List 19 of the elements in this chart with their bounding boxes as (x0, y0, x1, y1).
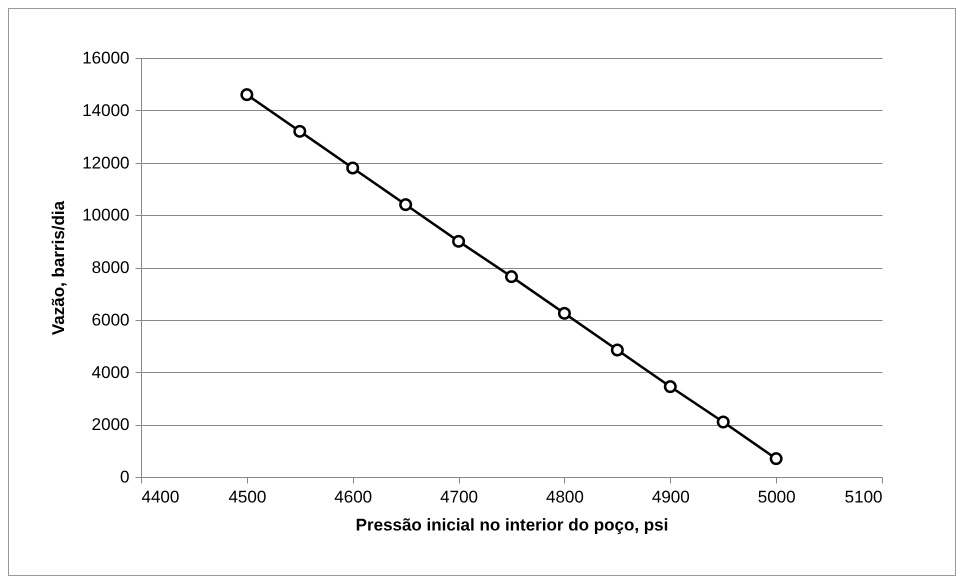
y-tick-label: 8000 (92, 258, 130, 277)
y-tick-label: 0 (120, 468, 130, 486)
y-tick-label: 6000 (92, 310, 130, 330)
y-tick-label: 2000 (92, 415, 130, 434)
x-tick-label: 4400 (142, 488, 180, 506)
y-tick-label: 10000 (82, 206, 130, 225)
y-tick-label: 12000 (82, 153, 130, 172)
y-tick-label: 4000 (92, 362, 130, 382)
x-axis-title: Pressão inicial no interior do poço, psi (356, 516, 668, 534)
x-tick-label: 4900 (652, 488, 690, 506)
x-tick-label: 5100 (844, 488, 882, 506)
x-tick-label: 5000 (758, 488, 796, 506)
x-tick-label: 4800 (546, 488, 584, 506)
x-tick-label: 4500 (228, 488, 266, 506)
x-tick-label: 4700 (440, 488, 478, 506)
y-tick-label: 16000 (82, 48, 130, 68)
y-tick-label: 14000 (82, 100, 130, 120)
y-axis-title: Vazão, barris/dia (49, 200, 68, 336)
x-tick-label: 4600 (334, 488, 372, 506)
